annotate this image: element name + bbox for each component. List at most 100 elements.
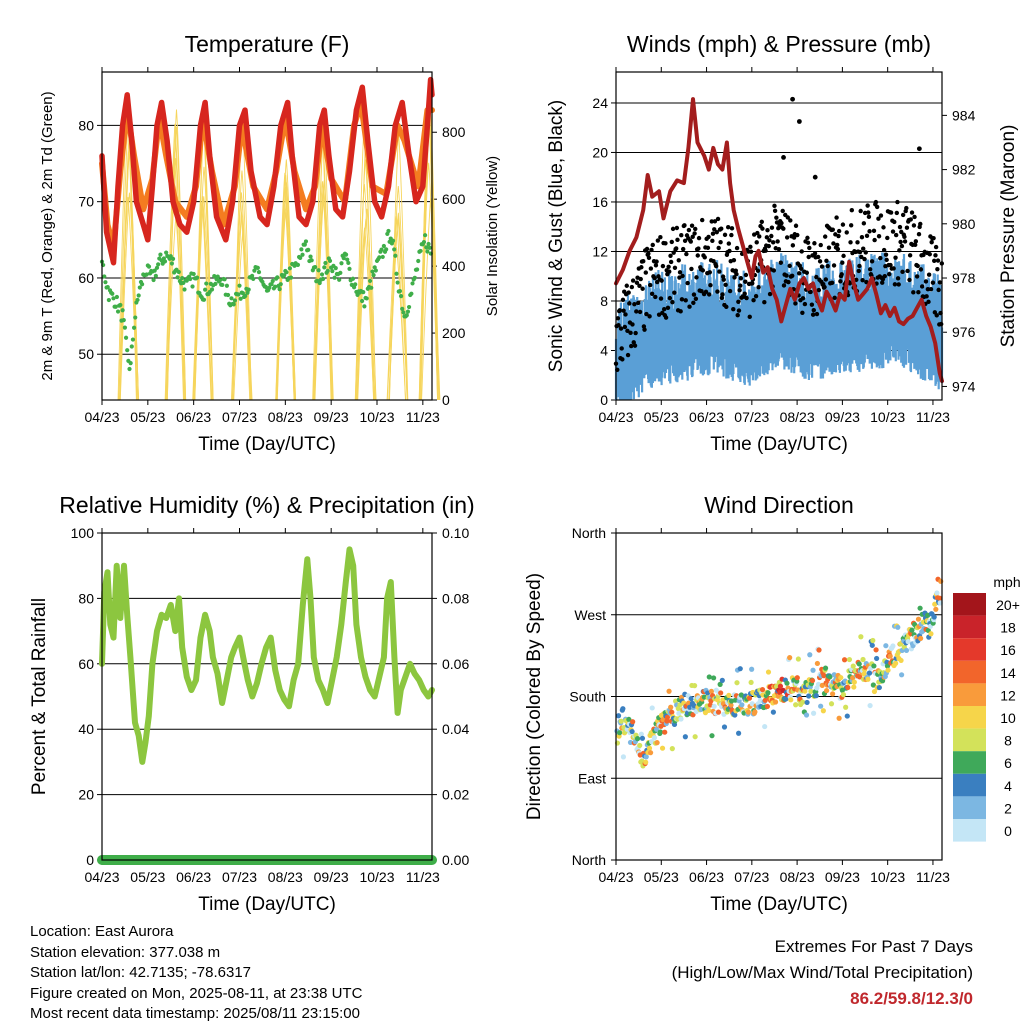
dewpoint-point: [176, 269, 181, 275]
dewpoint-point: [220, 282, 225, 288]
gust-point: [791, 235, 797, 240]
dewpoint-point: [332, 275, 337, 280]
y-axis-label-4: Direction (Colored By Speed): [524, 573, 545, 820]
gust-point: [863, 250, 868, 255]
dewpoint-point: [346, 260, 351, 266]
gust-point: [649, 291, 655, 297]
direction-point: [783, 696, 789, 702]
dewpoint-point: [153, 273, 158, 278]
gust-point: [881, 247, 887, 253]
direction-point: [749, 666, 755, 672]
gust-point: [867, 267, 873, 272]
gust-point: [642, 327, 647, 332]
gust-point: [689, 223, 695, 228]
plot-frame-1: [101, 71, 433, 401]
pressure-line: [614, 97, 944, 383]
direction-point: [866, 670, 873, 676]
direction-point: [884, 663, 891, 669]
direction-point: [909, 627, 915, 633]
gust-point: [878, 255, 883, 261]
dewpoint-point: [182, 287, 187, 292]
x-tick-label-4: 10/23: [870, 869, 905, 885]
gust-point: [895, 276, 901, 281]
gust-point: [893, 232, 899, 238]
dewpoint-point: [105, 285, 110, 290]
gust-point: [814, 311, 820, 317]
gust-point: [790, 96, 795, 102]
direction-point: [748, 679, 754, 686]
direction-point: [810, 710, 817, 716]
dewpoint-point: [256, 269, 262, 275]
gust-point: [925, 286, 931, 292]
colorbar-label: 0: [1004, 823, 1012, 839]
gust-point: [800, 296, 806, 301]
direction-point: [827, 674, 833, 680]
direction-point: [830, 691, 836, 697]
gust-point: [831, 241, 836, 246]
gust-point: [674, 225, 680, 231]
y-tick-label-3: 20: [78, 787, 94, 803]
gust-point: [723, 282, 728, 288]
dewpoint-point: [319, 272, 325, 277]
gust-point: [632, 343, 638, 348]
gust-point: [623, 312, 628, 317]
gust-point: [818, 242, 823, 248]
dewpoint-point: [110, 291, 115, 296]
gust-point: [731, 306, 736, 312]
chart-title-2: Winds (mph) & Pressure (mb): [627, 31, 931, 57]
gust-point: [727, 248, 732, 254]
x-tick-label-2: 09/23: [825, 409, 860, 425]
dewpoint-point: [151, 277, 156, 283]
direction-point: [804, 699, 810, 706]
gust-point: [916, 232, 922, 237]
dewpoint-point: [212, 274, 217, 279]
gust-point: [744, 295, 749, 301]
x-tick-label-4: 05/23: [644, 869, 679, 885]
gust-point: [771, 240, 776, 245]
x-tick-label-1: 08/23: [268, 409, 303, 425]
x-tick-label-4: 04/23: [598, 869, 633, 885]
dewpoint-point: [325, 268, 330, 274]
y-tick-label-4: West: [574, 607, 606, 623]
gust-point: [672, 265, 678, 270]
gust-point: [876, 234, 882, 239]
gust-point: [829, 280, 835, 285]
gust-point: [760, 226, 765, 231]
dewpoint-point: [337, 277, 342, 282]
dewpoint-point: [327, 258, 333, 264]
dewpoint-point: [231, 302, 236, 307]
dewpoint-point: [195, 275, 200, 280]
direction-point: [784, 680, 790, 686]
gust-point: [665, 305, 671, 310]
dewpoint-point: [122, 325, 128, 330]
gust-point: [918, 267, 924, 272]
gust-point: [716, 245, 721, 251]
dewpoint-point: [392, 247, 397, 252]
direction-point: [666, 688, 672, 694]
elevation-text: Station elevation: 377.038 m: [30, 943, 221, 961]
direction-point: [662, 729, 668, 735]
direction-point: [905, 639, 911, 645]
gust-point: [748, 249, 754, 254]
gust-point: [912, 242, 918, 248]
extremes-title: Extremes For Past 7 Days: [774, 937, 973, 956]
direction-point: [846, 656, 853, 663]
gust-point: [720, 292, 725, 297]
dewpoint-point: [394, 271, 399, 276]
gust-point: [693, 296, 699, 301]
gust-point: [835, 246, 841, 252]
dewpoint-point: [237, 283, 242, 288]
x-axis-label-4: Time (Day/UTC): [710, 894, 848, 915]
direction-point: [654, 740, 660, 746]
colorbar-swatch: [953, 615, 986, 639]
direction-point: [933, 606, 939, 612]
direction-point: [737, 666, 743, 672]
colorbar-swatch: [953, 728, 986, 752]
direction-point: [876, 684, 882, 691]
gust-point: [684, 251, 689, 257]
gust-point: [710, 231, 716, 236]
gust-point: [911, 223, 917, 228]
gust-point: [885, 235, 890, 241]
gust-point: [619, 346, 624, 351]
dewpoint-point: [418, 248, 423, 254]
